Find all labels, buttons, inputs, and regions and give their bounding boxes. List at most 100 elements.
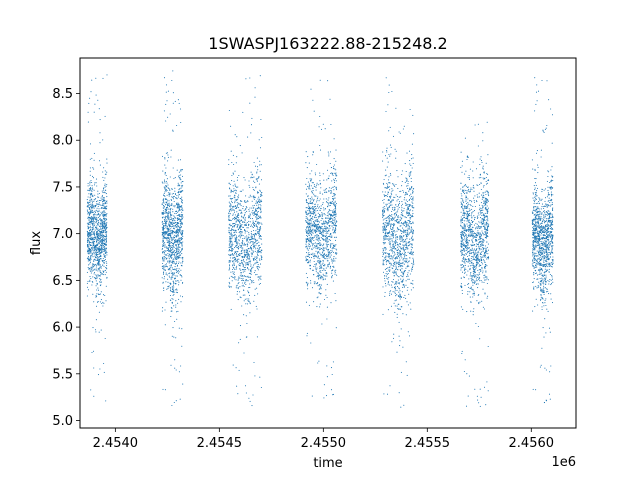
data-point bbox=[180, 185, 182, 187]
data-point bbox=[96, 276, 98, 278]
data-point bbox=[178, 190, 180, 192]
data-point bbox=[92, 276, 94, 278]
data-point bbox=[176, 258, 178, 260]
data-point bbox=[313, 225, 315, 227]
data-point bbox=[258, 196, 260, 198]
data-point bbox=[106, 162, 108, 164]
data-point bbox=[305, 243, 307, 245]
data-point bbox=[316, 199, 318, 201]
data-point bbox=[409, 302, 411, 304]
data-point bbox=[405, 284, 407, 286]
data-point bbox=[325, 294, 327, 296]
data-point bbox=[165, 258, 167, 260]
data-point bbox=[410, 237, 412, 240]
data-point bbox=[236, 241, 238, 243]
data-point bbox=[239, 222, 241, 224]
data-point bbox=[311, 287, 314, 289]
data-point bbox=[327, 241, 329, 243]
data-point bbox=[252, 186, 254, 188]
data-point bbox=[92, 217, 94, 219]
data-point bbox=[332, 243, 334, 245]
data-point bbox=[103, 225, 105, 227]
data-point bbox=[317, 285, 319, 287]
data-point bbox=[105, 247, 107, 249]
data-point bbox=[180, 174, 182, 176]
data-point bbox=[412, 197, 414, 199]
data-point bbox=[331, 250, 333, 252]
data-point bbox=[87, 280, 89, 282]
data-point bbox=[334, 239, 337, 241]
data-point bbox=[321, 254, 323, 256]
data-point bbox=[161, 277, 163, 279]
data-point bbox=[334, 232, 336, 234]
data-point bbox=[391, 213, 393, 216]
data-point bbox=[98, 257, 100, 259]
data-point bbox=[388, 284, 390, 286]
data-point bbox=[169, 286, 171, 289]
data-point bbox=[405, 217, 407, 219]
data-point bbox=[178, 102, 180, 104]
data-point bbox=[92, 222, 94, 224]
data-point bbox=[163, 265, 165, 267]
data-point bbox=[99, 256, 101, 258]
data-point bbox=[180, 200, 182, 202]
data-point bbox=[96, 222, 98, 225]
data-point bbox=[164, 266, 166, 268]
data-point bbox=[105, 222, 108, 224]
data-point bbox=[319, 239, 321, 242]
data-point bbox=[94, 265, 96, 267]
data-point bbox=[162, 388, 164, 390]
data-point bbox=[101, 222, 103, 224]
data-point bbox=[253, 161, 255, 164]
data-point bbox=[313, 206, 316, 208]
data-point bbox=[92, 246, 94, 248]
data-point bbox=[319, 247, 321, 249]
data-point bbox=[233, 190, 235, 192]
data-point bbox=[176, 292, 179, 294]
data-point bbox=[169, 256, 171, 258]
data-point bbox=[257, 264, 259, 266]
data-point bbox=[101, 251, 103, 254]
data-point bbox=[169, 214, 172, 216]
data-point bbox=[102, 259, 104, 261]
data-point bbox=[94, 254, 96, 256]
data-point bbox=[103, 302, 105, 304]
data-point bbox=[228, 219, 230, 221]
data-point bbox=[174, 282, 177, 284]
data-point bbox=[311, 190, 313, 192]
data-point bbox=[168, 220, 171, 222]
data-point bbox=[310, 342, 312, 344]
data-point bbox=[165, 202, 167, 204]
data-point bbox=[177, 302, 179, 304]
data-point bbox=[331, 277, 333, 279]
data-point bbox=[240, 277, 242, 280]
data-point bbox=[92, 238, 94, 240]
data-point bbox=[164, 218, 166, 220]
data-point bbox=[309, 265, 311, 267]
data-point bbox=[257, 261, 259, 263]
data-point bbox=[178, 176, 180, 178]
data-point bbox=[246, 259, 248, 261]
data-point bbox=[240, 199, 242, 202]
data-point bbox=[177, 205, 179, 207]
data-point bbox=[258, 177, 260, 179]
data-point bbox=[330, 187, 332, 189]
data-point bbox=[102, 229, 105, 232]
data-point bbox=[174, 249, 176, 251]
data-point bbox=[234, 134, 236, 136]
data-point bbox=[229, 206, 231, 208]
data-point bbox=[244, 251, 246, 253]
data-point bbox=[172, 250, 174, 252]
data-point bbox=[176, 289, 178, 291]
data-point bbox=[259, 376, 261, 378]
data-point bbox=[393, 272, 395, 274]
data-point bbox=[178, 243, 180, 245]
data-point bbox=[102, 270, 104, 272]
data-point bbox=[178, 193, 181, 196]
data-point bbox=[181, 214, 183, 216]
data-point bbox=[101, 240, 103, 242]
data-point bbox=[323, 243, 325, 245]
data-point bbox=[97, 270, 99, 272]
data-point bbox=[102, 257, 104, 260]
data-point bbox=[328, 153, 330, 155]
